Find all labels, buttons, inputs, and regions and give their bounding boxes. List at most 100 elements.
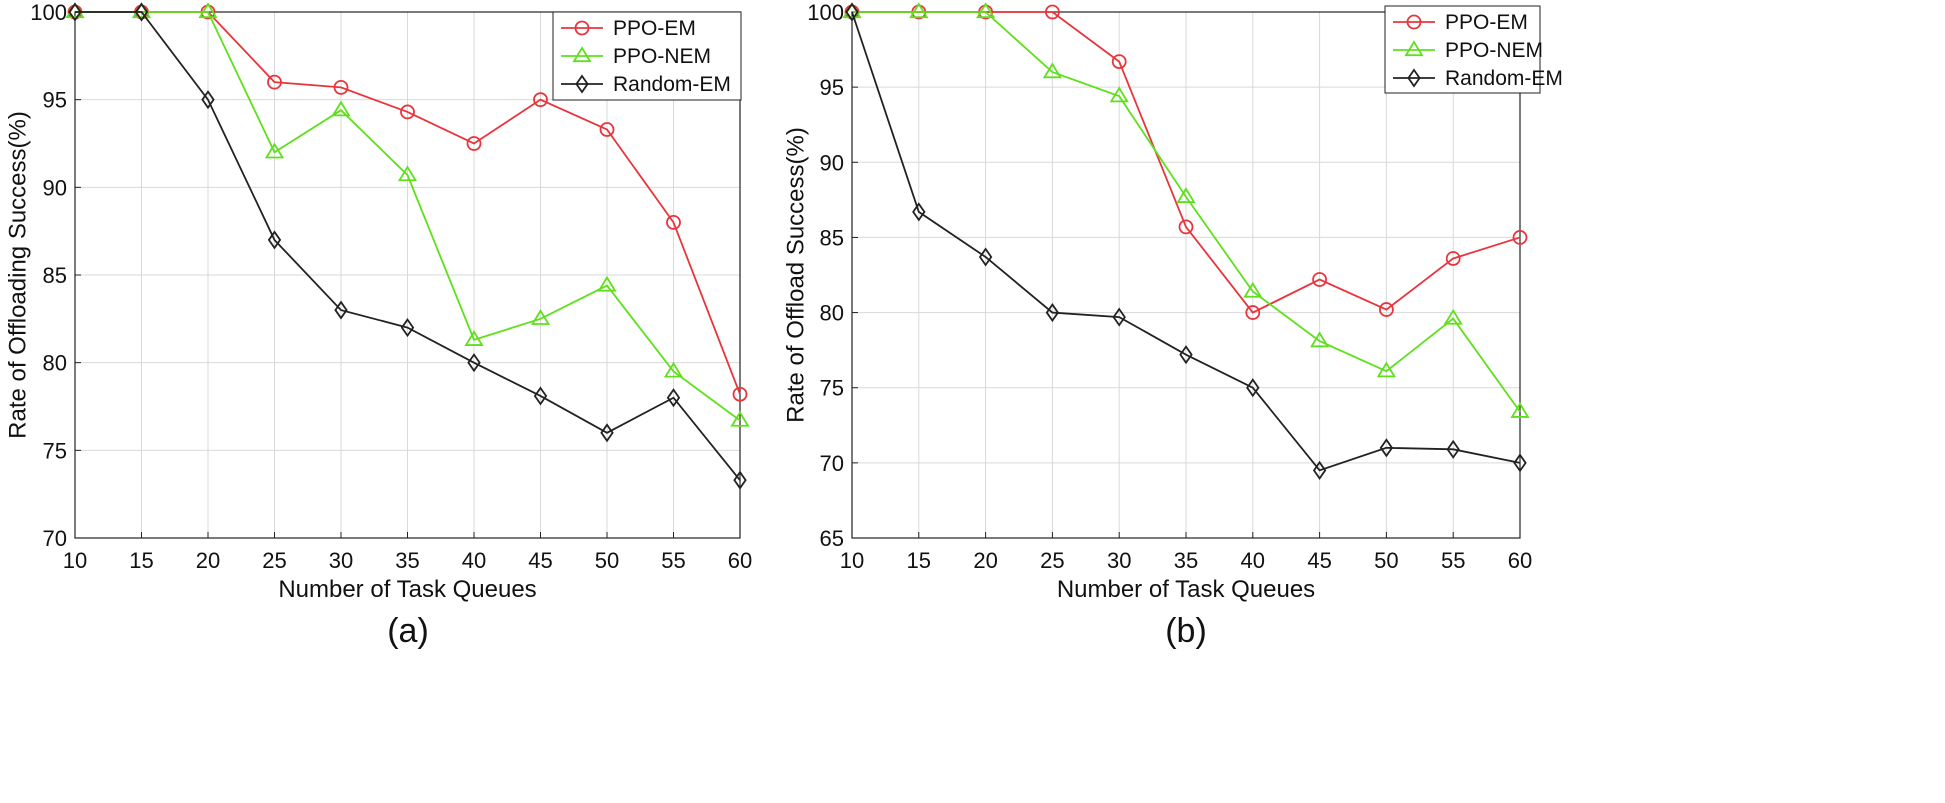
chart-a-legend-ppo-em-label: PPO-EM: [613, 17, 696, 40]
chart-a-series-ppo-em-point: [732, 386, 748, 402]
chart-b-x-tick-label: 45: [1307, 548, 1331, 573]
chart-b-legend-random-em-marker: [1407, 68, 1421, 88]
chart-b-series-random-em-point: [1179, 345, 1193, 365]
chart-b-series-ppo-nem-point: [1243, 281, 1263, 298]
chart-b-series-ppo-nem-point: [1176, 187, 1196, 203]
chart-a-x-tick-label: 10: [63, 548, 87, 573]
chart-a-series-ppo-nem-point: [730, 410, 750, 427]
chart-a-series-ppo-nem-point: [331, 100, 351, 117]
chart-a-series-random-em-point: [733, 470, 747, 490]
chart-b-series-ppo-em-point: [1512, 230, 1528, 245]
chart-b-y-tick-label: 90: [820, 150, 844, 175]
chart-b-y-tick-label: 85: [820, 225, 844, 250]
chart-a-y-tick-label: 100: [30, 0, 67, 25]
chart-b-x-tick-label: 60: [1508, 548, 1532, 573]
chart-a-legend-ppo-nem-label: PPO-NEM: [613, 45, 711, 68]
chart-a-x-tick-label: 25: [262, 548, 286, 573]
chart-b-legend-ppo-nem-label: PPO-NEM: [1445, 39, 1543, 62]
chart-b-panel-label: (b): [1165, 612, 1207, 650]
chart-b-y-tick-label: 95: [820, 75, 844, 100]
chart-a-series-random-em-point: [68, 2, 82, 22]
chart-a-x-tick-label: 45: [528, 548, 552, 573]
chart-a-series-random-em-line: [75, 11, 741, 481]
chart-a-series-ppo-em-point: [400, 104, 415, 120]
chart-a-x-tick-label: 55: [661, 548, 685, 573]
chart-a-y-tick-label: 80: [43, 351, 67, 376]
chart-b-legend-ppo-em-label: PPO-EM: [1445, 11, 1528, 34]
chart-a-y-axis-label: Rate of Offloading Success(%): [5, 111, 32, 439]
chart-b-y-tick-label: 75: [820, 376, 844, 401]
chart-a-series-ppo-nem-point: [663, 361, 684, 378]
chart-a-y-tick-label: 95: [43, 88, 67, 113]
chart-b-series-ppo-nem-point: [1443, 308, 1463, 325]
chart-a-series-ppo-nem-point: [464, 330, 484, 346]
chart-b-series-ppo-nem-point: [1510, 402, 1530, 418]
chart-b-series-random-em-point: [1312, 460, 1327, 480]
chart-b-series-random-em-point: [978, 247, 993, 267]
chart-a-legend: PPO-EM PPO-NEM Random-EM: [552, 11, 742, 101]
chart-b-series-ppo-em-point: [1045, 4, 1060, 20]
chart-b-series-ppo-nem-point: [1109, 86, 1129, 103]
chart-b-legend-ppo-nem-marker: [1404, 40, 1424, 57]
chart-b-x-tick-label: 20: [973, 548, 997, 573]
chart-a-x-tick-label: 30: [329, 548, 353, 573]
chart-b-series-ppo-em-point: [1111, 54, 1127, 69]
chart-b-series-random-em-point: [912, 202, 926, 222]
chart-a-series-random-em-point: [600, 423, 614, 443]
chart-a-legend-ppo-em-marker: [574, 20, 590, 36]
chart-a-series-ppo-nem-point: [530, 309, 551, 325]
chart-b-series-random-em-point: [1513, 453, 1527, 473]
chart-a-series-ppo-nem-line: [75, 11, 741, 422]
chart-a-series-ppo-em-point: [466, 136, 482, 151]
chart-a-series-random-em-point: [467, 353, 481, 373]
chart-a-x-tick-label: 35: [395, 548, 419, 573]
chart-a-x-axis-label: Number of Task Queues: [278, 576, 536, 603]
chart-a: 10 15 20 25 30 35 40 45 50 55 60 70 75 80 85 90 95 100 Num…: [5, 0, 753, 650]
chart-b-series-random-em-point: [845, 2, 859, 22]
chart-b-series-ppo-nem-point: [909, 2, 929, 19]
chart-b-series-ppo-nem-point: [1376, 361, 1396, 378]
chart-a-y-tick-label: 75: [43, 438, 67, 463]
chart-b-y-tick-label: 80: [820, 301, 844, 326]
chart-a-series-ppo-nem-point: [397, 165, 418, 182]
chart-b-x-tick-label: 25: [1040, 548, 1064, 573]
chart-a-series-ppo-nem-point: [198, 2, 218, 19]
chart-b-series-ppo-em-point: [1445, 251, 1461, 266]
chart-b-series-ppo-em-point: [1245, 305, 1261, 320]
chart-a-legend-random-em-label: Random-EM: [613, 73, 731, 96]
chart-a-y-tick-label: 70: [43, 526, 67, 551]
chart-b-series-ppo-nem-line: [852, 11, 1521, 413]
chart-a-series-ppo-nem-point: [264, 142, 285, 159]
chart-a-x-tick-label: 15: [129, 548, 153, 573]
chart-a-series-random-em-point: [334, 300, 348, 320]
chart-b-x-tick-label: 40: [1241, 548, 1265, 573]
chart-a-series-random-em-point: [666, 388, 681, 408]
chart-b-x-tick-label: 10: [840, 548, 864, 573]
chart-a-legend-ppo-nem-marker: [572, 46, 592, 63]
chart-b-series-ppo-em-point: [1178, 219, 1194, 235]
chart-a-panel-label: (a): [387, 612, 429, 650]
chart-a-series-random-em-point: [400, 318, 415, 338]
chart-b-series-ppo-nem-point: [1042, 62, 1062, 79]
chart-b-x-tick-label: 30: [1107, 548, 1131, 573]
chart-a-x-tick-label: 50: [595, 548, 619, 573]
chart-a-legend-random-em-marker: [575, 74, 589, 94]
chart-b-y-tick-label: 100: [807, 0, 844, 25]
chart-b: 10 15 20 25 30 35 40 45 50 55 60 65 70 75 80 85 90 95 100 N…: [783, 0, 1563, 650]
chart-b-series-ppo-em-point: [1379, 302, 1394, 317]
chart-b-series-random-em-point: [1045, 303, 1060, 323]
chart-b-series-ppo-nem-point: [1310, 331, 1330, 348]
chart-a-series-random-em-point: [267, 230, 282, 250]
chart-b-series-ppo-em-point: [1312, 272, 1327, 287]
chart-a-x-tick-label: 40: [462, 548, 486, 573]
chart-b-series-random-em-line: [851, 11, 1521, 472]
chart-a-x-tick-label: 60: [728, 548, 752, 573]
chart-b-y-tick-label: 70: [820, 451, 844, 476]
chart-b-x-tick-label: 35: [1174, 548, 1198, 573]
chart-a-series-ppo-em-point: [666, 214, 681, 230]
chart-b-x-axis-label: Number of Task Queues: [1057, 576, 1315, 603]
chart-b-x-tick-label: 50: [1374, 548, 1398, 573]
chart-a-series-ppo-em-point: [267, 74, 282, 90]
chart-b-series-random-em-point: [1246, 378, 1260, 398]
chart-b-legend-ppo-em-marker: [1406, 14, 1422, 30]
